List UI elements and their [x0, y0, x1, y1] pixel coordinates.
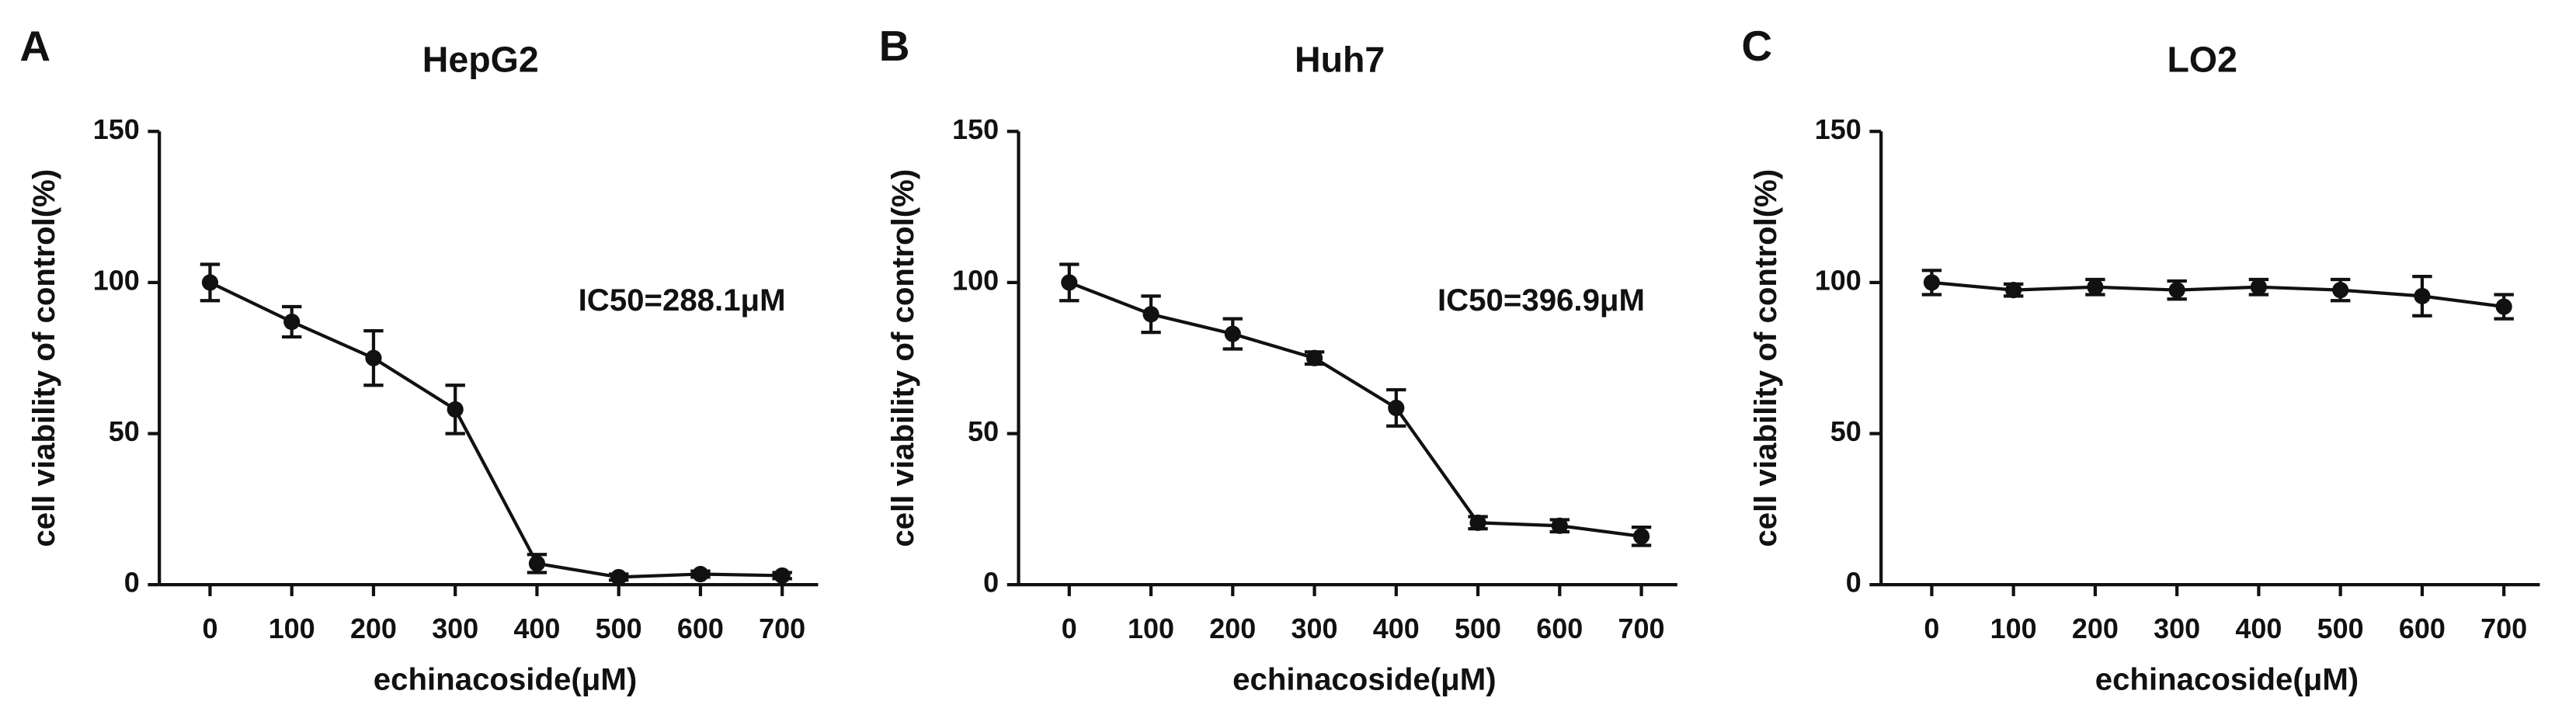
- x-tick-label: 300: [2154, 613, 2200, 644]
- data-point: [1142, 306, 1159, 323]
- chart-panel: 0 50 100 150 0 100 200 300 400 500 600 700 echinacos…: [19, 22, 819, 697]
- data-point: [365, 349, 382, 366]
- x-tick-label: 100: [1990, 613, 2037, 644]
- data-point: [692, 565, 709, 583]
- x-tick-label: 700: [759, 613, 805, 644]
- y-tick-label: 100: [93, 264, 140, 296]
- data-point: [1923, 274, 1941, 291]
- x-tick-label: 200: [2072, 613, 2119, 644]
- chart-title: HepG2: [422, 40, 539, 80]
- panel-label: C: [1741, 22, 1772, 70]
- chart-panel: 0 50 100 150 0 100 200 300 400 500 600 700 echinacos…: [1741, 22, 2540, 697]
- annotation: IC50=396.9μM: [1437, 283, 1645, 318]
- chart-title: Huh7: [1295, 40, 1385, 80]
- data-point: [2414, 287, 2431, 304]
- x-axis-label: echinacoside(μM): [1232, 662, 1496, 697]
- x-tick-label: 0: [1924, 613, 1939, 644]
- y-tick-label: 0: [983, 567, 999, 599]
- x-tick-label: 300: [1291, 613, 1338, 644]
- x-tick-label: 100: [269, 613, 315, 644]
- y-tick-label: 100: [952, 264, 999, 296]
- x-axis-label: echinacoside(μM): [2095, 662, 2359, 697]
- y-tick-label: 0: [1846, 567, 1862, 599]
- data-point: [283, 313, 301, 331]
- x-tick-label: 700: [2480, 613, 2527, 644]
- x-tick-label: 400: [1373, 613, 1420, 644]
- x-tick-label: 500: [1455, 613, 1501, 644]
- data-point: [528, 555, 546, 572]
- x-tick-label: 600: [677, 613, 724, 644]
- x-tick-label: 200: [1209, 613, 1256, 644]
- panel-label: B: [879, 22, 910, 70]
- data-point: [2168, 282, 2185, 299]
- y-tick-label: 150: [1815, 113, 1862, 145]
- x-tick-label: 700: [1618, 613, 1665, 644]
- y-axis-label: cell viability of control(%): [1748, 169, 1783, 547]
- y-tick-label: 50: [968, 415, 999, 447]
- y-tick-label: 50: [1830, 415, 1862, 447]
- data-line: [1931, 280, 2505, 309]
- data-point: [2005, 282, 2022, 299]
- x-tick-label: 300: [432, 613, 478, 644]
- data-point: [2332, 282, 2349, 299]
- y-tick-label: 0: [124, 567, 140, 599]
- x-tick-label: 600: [1536, 613, 1583, 644]
- data-point: [1469, 514, 1486, 531]
- data-point: [773, 567, 791, 585]
- x-tick-label: 500: [2317, 613, 2364, 644]
- y-tick-label: 150: [93, 113, 140, 145]
- data-point: [2250, 279, 2267, 296]
- data-point: [2087, 279, 2104, 296]
- data-point: [201, 274, 219, 291]
- data-line: [209, 280, 783, 579]
- x-tick-label: 400: [513, 613, 560, 644]
- data-line: [1069, 280, 1642, 538]
- x-tick-label: 100: [1128, 613, 1174, 644]
- x-tick-label: 0: [1062, 613, 1077, 644]
- data-point: [1061, 274, 1078, 291]
- y-axis-label: cell viability of control(%): [26, 169, 61, 547]
- data-point: [1224, 325, 1241, 342]
- x-axis-label: echinacoside(μM): [374, 662, 637, 697]
- data-point: [1632, 528, 1650, 545]
- chart-title: LO2: [2168, 40, 2237, 80]
- data-point: [2495, 298, 2512, 315]
- x-tick-label: 0: [202, 613, 217, 644]
- data-point: [1551, 517, 1568, 534]
- y-tick-label: 150: [952, 113, 999, 145]
- x-tick-label: 600: [2399, 613, 2446, 644]
- y-tick-label: 50: [109, 415, 140, 447]
- data-point: [1388, 399, 1405, 416]
- data-point: [610, 568, 627, 585]
- y-tick-label: 100: [1815, 264, 1862, 296]
- x-tick-label: 400: [2235, 613, 2282, 644]
- y-axis-label: cell viability of control(%): [885, 169, 920, 547]
- panel-label: A: [19, 22, 50, 70]
- data-point: [1305, 349, 1323, 366]
- chart-panel: 0 50 100 150 0 100 200 300 400 500 600 700 echinacos…: [879, 22, 1677, 697]
- x-tick-label: 500: [596, 613, 642, 644]
- annotation: IC50=288.1μM: [579, 283, 786, 318]
- x-tick-label: 200: [350, 613, 397, 644]
- data-point: [447, 401, 464, 418]
